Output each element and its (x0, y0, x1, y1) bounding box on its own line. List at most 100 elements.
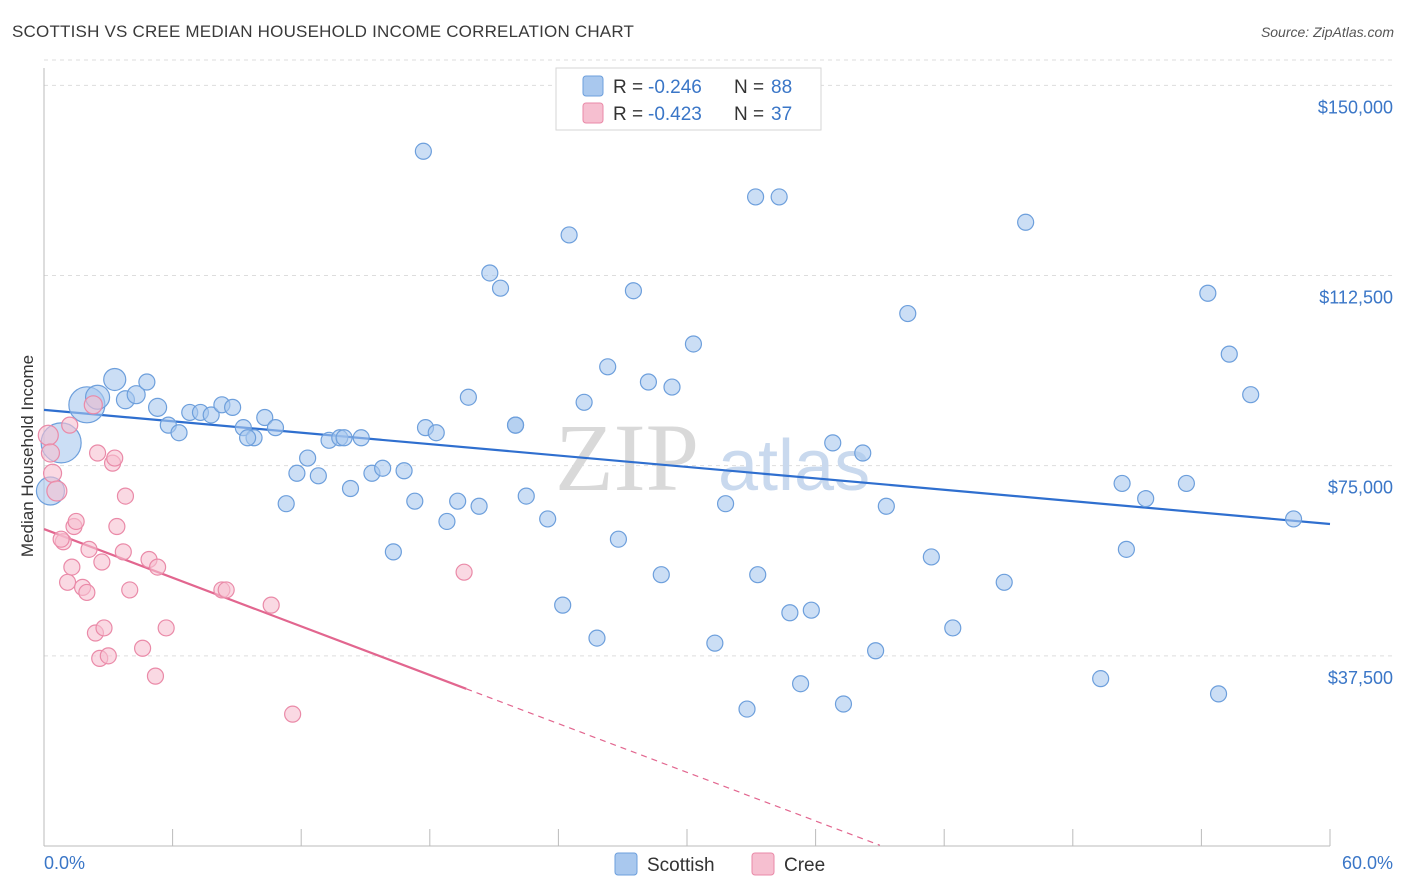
point-scottish (341, 479, 360, 498)
point-scottish (781, 604, 799, 622)
point-scottish (449, 492, 467, 510)
point-scottish (147, 397, 168, 417)
point-scottish (352, 429, 370, 447)
source-credit: Source: ZipAtlas.com (1260, 24, 1394, 40)
point-scottish (738, 700, 756, 718)
data-points (35, 142, 1303, 723)
point-cree (217, 581, 235, 599)
legend-swatch-scottish (582, 75, 604, 97)
x-tick-label-max: 60.0% (1342, 853, 1393, 873)
point-scottish (103, 367, 127, 392)
point-scottish (854, 444, 872, 462)
point-scottish (867, 642, 885, 660)
legend-swatch-cree (582, 102, 604, 124)
point-scottish (922, 548, 940, 566)
point-cree (78, 583, 96, 602)
point-scottish (126, 385, 146, 405)
point-scottish (491, 279, 510, 297)
point-scottish (438, 512, 456, 531)
point-scottish (624, 282, 643, 300)
y-tick-label: $112,500 (1319, 288, 1393, 308)
point-scottish (684, 335, 703, 353)
point-cree (80, 540, 98, 558)
legend-r-label-cree: R = (613, 104, 643, 125)
chart-title: SCOTTISH VS CREE MEDIAN HOUSEHOLD INCOME… (12, 22, 635, 41)
point-scottish (599, 358, 617, 376)
point-scottish (470, 497, 488, 515)
point-scottish (1017, 213, 1035, 231)
point-scottish (1177, 474, 1195, 493)
point-cree (67, 512, 85, 531)
point-scottish (1284, 510, 1303, 528)
point-cree (284, 705, 302, 723)
point-scottish (427, 424, 445, 442)
point-scottish (716, 495, 735, 513)
point-scottish (414, 142, 432, 160)
point-scottish (834, 695, 853, 713)
point-cree (58, 573, 77, 591)
point-scottish (1220, 345, 1238, 363)
point-scottish (770, 188, 788, 206)
point-scottish (170, 424, 188, 442)
point-cree (133, 639, 152, 657)
legend-n-label-scottish: N = (734, 77, 764, 98)
legend-n-label-cree: N = (734, 104, 764, 125)
point-cree (93, 553, 111, 571)
point-cree (42, 463, 63, 483)
y-tick-label: $37,500 (1328, 668, 1393, 688)
point-scottish (639, 373, 658, 391)
point-scottish (877, 497, 895, 515)
point-scottish (517, 487, 535, 505)
point-scottish (1209, 685, 1228, 703)
trend-line-scottish (43, 408, 1331, 526)
legend-n-value-cree: 37 (771, 104, 792, 125)
trend-lines (43, 408, 1331, 846)
point-scottish (266, 419, 285, 437)
point-scottish (1242, 386, 1260, 404)
point-scottish (1113, 474, 1131, 493)
point-scottish (335, 429, 353, 447)
point-cree (148, 558, 167, 576)
legend-bottom-swatch-cree (751, 852, 775, 876)
point-scottish (746, 188, 765, 206)
point-scottish (288, 464, 306, 482)
point-cree (262, 596, 280, 614)
point-scottish (1092, 670, 1110, 688)
point-scottish (706, 634, 724, 652)
y-tick-label: $150,000 (1318, 97, 1393, 117)
legend-bottom-swatch-scottish (614, 852, 638, 876)
point-scottish (277, 495, 295, 513)
point-cree (37, 424, 59, 446)
point-scottish (824, 434, 842, 452)
point-scottish (588, 629, 606, 647)
point-scottish (459, 388, 477, 406)
point-cree (121, 581, 139, 599)
point-cree (63, 558, 81, 576)
series-legend: Scottish Cree (614, 852, 825, 876)
point-scottish (506, 416, 525, 434)
legend-r-value-scottish: -0.246 (648, 77, 702, 98)
point-scottish (749, 566, 767, 584)
point-cree (40, 443, 61, 463)
legend-r-label-scottish: R = (613, 77, 643, 98)
point-scottish (138, 373, 156, 391)
point-scottish (202, 406, 220, 424)
point-scottish (995, 573, 1013, 591)
point-scottish (374, 459, 392, 477)
x-tick-label-min: 0.0% (44, 853, 85, 873)
point-cree (116, 487, 135, 505)
legend-bottom-label-cree: Cree (784, 855, 825, 876)
point-cree (88, 444, 107, 462)
point-cree (157, 619, 175, 637)
legend-bottom-label-scottish: Scottish (647, 855, 715, 876)
point-scottish (944, 619, 962, 637)
point-scottish (539, 510, 557, 528)
y-tick-label: $75,000 (1328, 478, 1393, 498)
y-tick-labels: $37,500 $75,000 $112,500 $150,000 (1318, 97, 1393, 687)
point-scottish (652, 566, 670, 584)
watermark-atlas: atlas (718, 426, 870, 506)
point-cree (114, 543, 132, 561)
point-scottish (1199, 284, 1217, 302)
legend-n-value-scottish: 88 (771, 77, 792, 98)
